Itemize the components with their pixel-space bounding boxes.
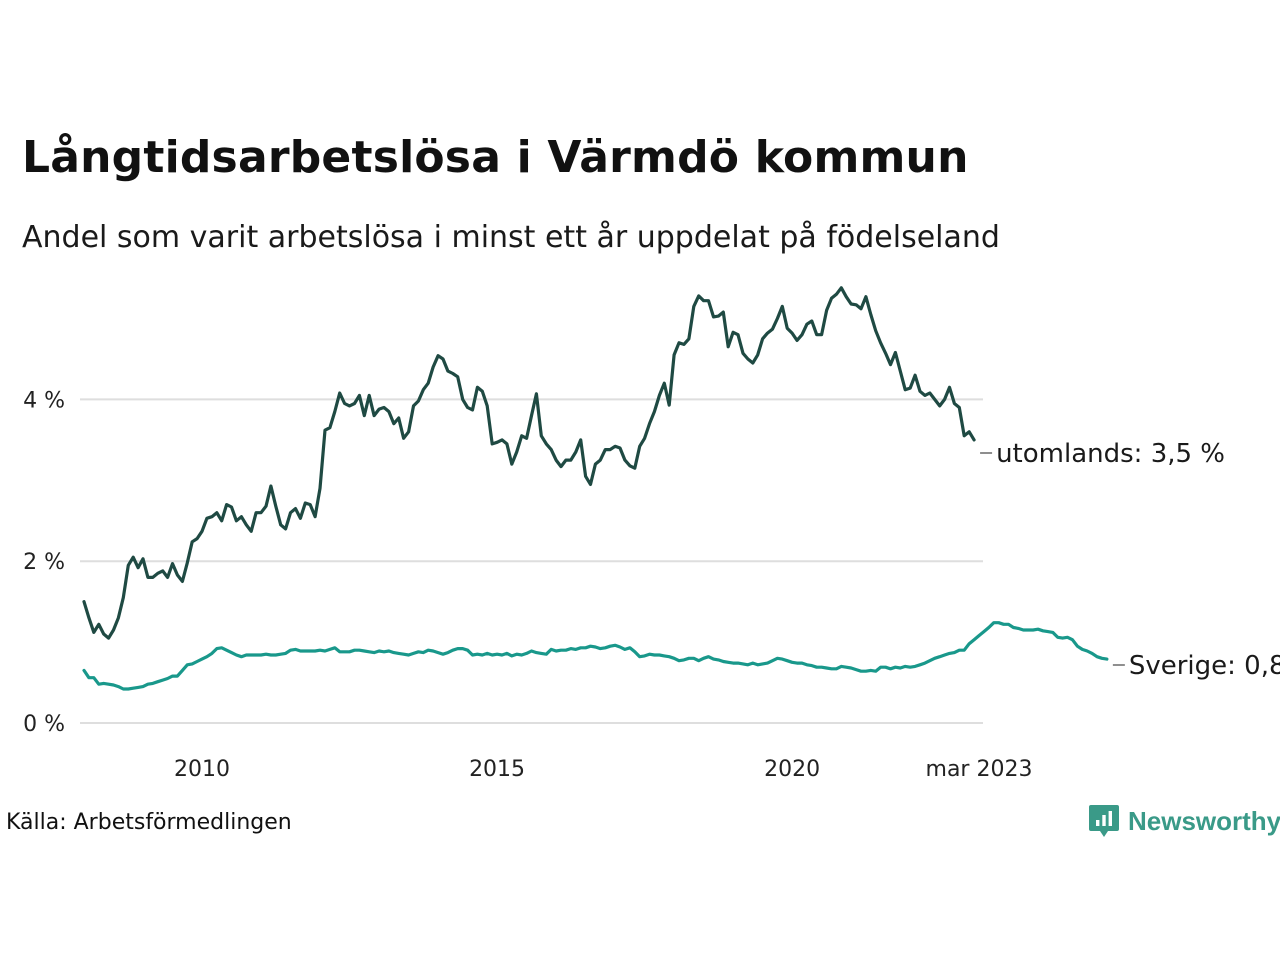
chart-subtitle: Andel som varit arbetslösa i minst ett å… [22, 220, 1000, 255]
y-tick-label: 4 % [23, 388, 65, 413]
series-end-label: utomlands: 3,5 % [996, 439, 1225, 469]
newsworthy-logo-icon [1089, 805, 1119, 837]
source-note: Källa: Arbetsförmedlingen [6, 810, 292, 835]
chart-title: Långtidsarbetslösa i Värmdö kommun [22, 132, 969, 183]
series-line-sverige [82, 621, 1109, 691]
series-line-utomlands [82, 286, 976, 640]
y-tick-label: 2 % [23, 550, 65, 575]
x-tick-label: 2015 [469, 757, 525, 782]
brand-name: Newsworthy [1128, 805, 1280, 836]
y-tick-label: 0 % [23, 712, 65, 737]
x-tick-label: 2010 [174, 757, 230, 782]
x-tick-label: mar 2023 [926, 757, 1033, 782]
series-end-label: Sverige: 0,8 % [1129, 651, 1280, 681]
x-tick-label: 2020 [764, 757, 820, 782]
brand-logo[interactable]: Newsworthy [1088, 803, 1280, 839]
